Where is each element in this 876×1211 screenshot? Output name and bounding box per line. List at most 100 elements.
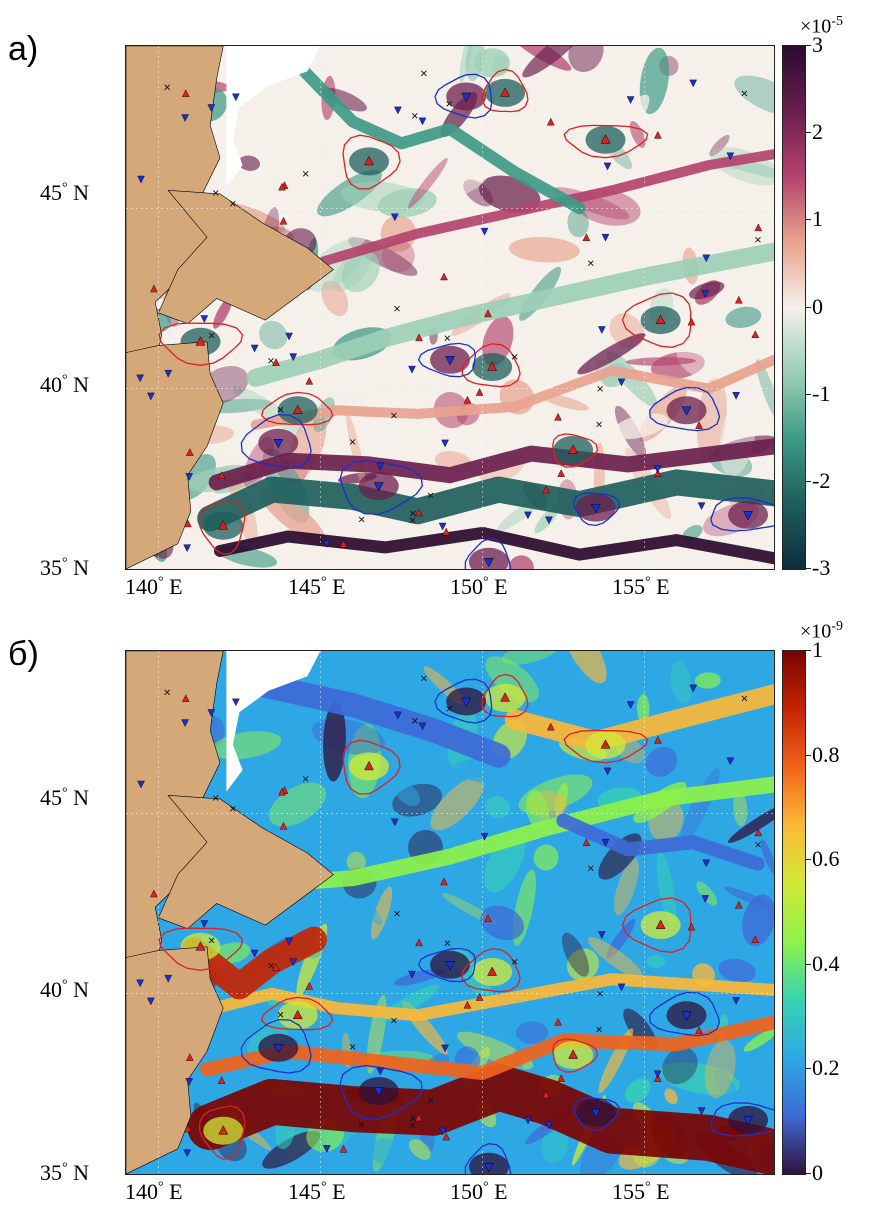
x-marker xyxy=(358,1121,365,1128)
eddy-contour xyxy=(710,1102,774,1137)
field-texture xyxy=(321,280,349,317)
map-svg xyxy=(126,46,774,569)
colorbar xyxy=(782,650,806,1175)
field-texture xyxy=(508,555,534,569)
eddy-marker xyxy=(441,439,449,448)
x-marker xyxy=(268,358,274,364)
field-texture xyxy=(479,175,541,214)
lon-label-140: 140° E xyxy=(125,574,183,599)
eddy-center-marker xyxy=(292,404,303,415)
eddy-marker xyxy=(339,539,348,548)
eddy-contour xyxy=(552,1038,599,1073)
colorbar-tick-label: -3 xyxy=(812,555,831,580)
eddy-marker xyxy=(272,963,280,971)
eddy-contour xyxy=(417,947,477,983)
eddy-marker xyxy=(414,1113,423,1122)
eddy-marker xyxy=(181,719,189,727)
field-texture xyxy=(656,851,677,929)
eddy-center-marker xyxy=(445,356,455,366)
field-texture xyxy=(262,1130,321,1169)
eddy-marker xyxy=(442,1132,451,1141)
colorbar-tick-label: 0.8 xyxy=(812,741,840,767)
colorbar-tick-mark xyxy=(805,859,811,861)
eddy-marker xyxy=(164,974,173,983)
x-marker xyxy=(755,841,761,848)
field-texture xyxy=(727,801,774,843)
eddy-marker xyxy=(339,1144,348,1153)
map-area xyxy=(125,650,775,1175)
eddy-marker xyxy=(545,516,553,525)
eddy-marker xyxy=(185,473,193,481)
x-marker xyxy=(229,200,236,207)
eddy-marker xyxy=(702,254,711,263)
x-marker xyxy=(741,90,748,97)
eddy-marker xyxy=(200,920,209,928)
eddy-contour xyxy=(481,68,529,113)
field-stream xyxy=(197,469,774,532)
eddy-marker xyxy=(653,1070,662,1079)
field-texture xyxy=(213,296,233,329)
field-texture xyxy=(612,413,669,440)
x-marker xyxy=(444,940,451,946)
eddy-center-marker xyxy=(681,1011,692,1021)
field-texture xyxy=(709,134,730,157)
field-texture xyxy=(755,359,774,424)
field-texture xyxy=(625,357,696,366)
x-marker xyxy=(394,305,400,312)
eddy-contour xyxy=(573,1097,620,1132)
land xyxy=(157,189,334,325)
field-texture xyxy=(662,1047,698,1085)
eddy-center-marker xyxy=(483,558,494,568)
eddy-marker xyxy=(687,317,696,326)
eddy-center-marker xyxy=(743,511,753,521)
x-marker xyxy=(229,805,236,812)
eddy-marker xyxy=(601,233,610,242)
field-texture xyxy=(643,195,722,222)
eddy-center-marker xyxy=(218,1125,229,1135)
eddy-marker xyxy=(185,1078,193,1086)
eddy-marker xyxy=(687,922,696,931)
field-stream xyxy=(181,926,327,1000)
colorbar-tick-label: 1 xyxy=(812,637,823,662)
colorbar-tick-label: -2 xyxy=(812,467,831,493)
eddy-marker xyxy=(418,117,427,126)
field-texture xyxy=(430,776,485,831)
field-texture xyxy=(587,937,644,979)
eddy-contour xyxy=(261,996,334,1031)
eddy-marker xyxy=(250,344,259,353)
field-texture xyxy=(542,394,589,411)
field-texture xyxy=(645,746,678,777)
eddy-marker xyxy=(732,997,740,1005)
eddy-marker xyxy=(480,832,489,841)
eddy-marker xyxy=(440,272,448,281)
eddy-contour xyxy=(621,897,692,953)
field-texture xyxy=(346,851,366,872)
eddy-marker xyxy=(183,1149,191,1158)
eddy-marker xyxy=(414,508,423,517)
field-texture xyxy=(394,781,420,807)
eddy-contour xyxy=(563,729,649,764)
field-texture xyxy=(613,667,653,711)
x-marker xyxy=(164,689,171,696)
eddy-marker xyxy=(598,326,606,334)
eddy-center-marker xyxy=(487,361,498,371)
eddy-marker xyxy=(751,330,760,338)
x-marker xyxy=(302,775,309,782)
eddy-marker xyxy=(207,104,216,112)
eddy-center-marker xyxy=(292,1009,303,1020)
field-stream xyxy=(208,438,774,491)
eddy-marker xyxy=(186,1053,194,1061)
colorbar-tick-label: 2 xyxy=(812,119,823,145)
lat-label-40: 40° N xyxy=(40,372,89,397)
x-marker xyxy=(421,70,427,77)
eddy-marker xyxy=(689,79,697,88)
eddy-marker xyxy=(601,838,610,847)
eddy-center-marker xyxy=(500,87,510,97)
x-marker xyxy=(410,510,416,517)
colorbar-tick-mark xyxy=(805,963,811,965)
colorbar-tick-label: 3 xyxy=(812,32,823,57)
lon-label-155: 155° E xyxy=(612,1179,670,1204)
eddy-contour xyxy=(464,538,512,569)
eddy-center-marker xyxy=(500,692,510,702)
colorbar-tick-label: 0.4 xyxy=(812,950,840,976)
